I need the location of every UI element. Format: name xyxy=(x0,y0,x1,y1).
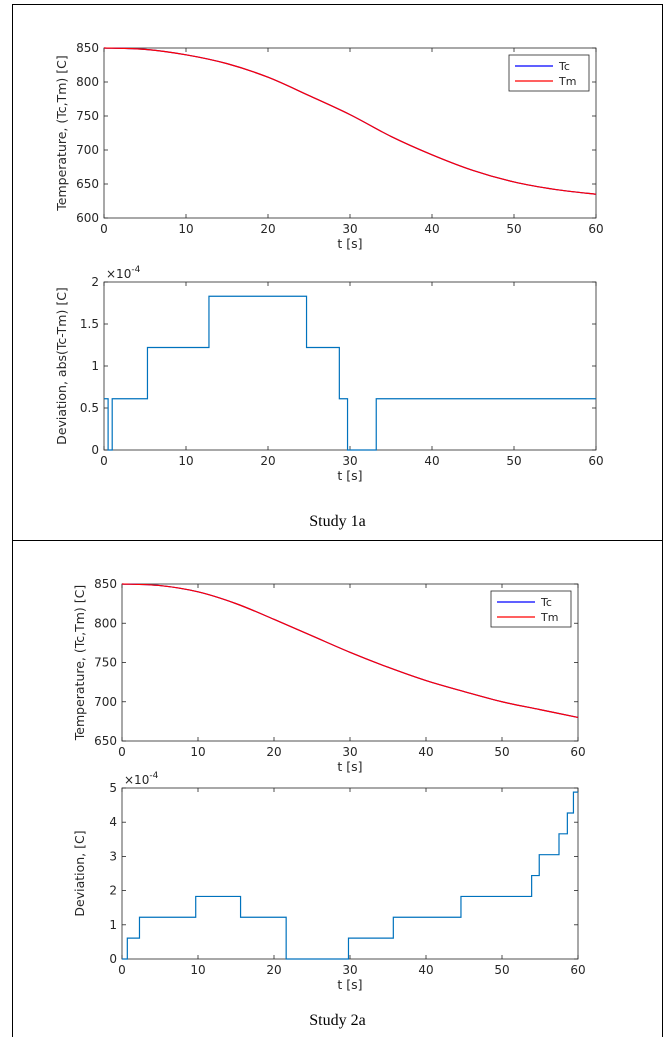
y-exponent-base: ×10 xyxy=(124,773,149,787)
y-exponent-power: -4 xyxy=(131,265,140,275)
y-exponent-base: ×10 xyxy=(106,267,131,281)
y-tick-label: 850 xyxy=(76,41,99,55)
x-tick-label: 30 xyxy=(342,745,357,759)
legend-label-tc: Tc xyxy=(558,60,570,73)
y-tick-label: 1 xyxy=(91,359,99,373)
y-tick-label: 0 xyxy=(109,952,117,966)
legend-label-tc: Tc xyxy=(540,596,552,609)
y-tick-label: 5 xyxy=(109,781,117,795)
legend-box xyxy=(490,590,572,628)
x-tick-label: 40 xyxy=(424,454,439,468)
x-axis-label: t [s] xyxy=(337,759,362,774)
legend-box xyxy=(508,54,590,92)
y-tick-label: 0 xyxy=(91,443,99,457)
study-2a-temp-plot: 0 10 20 30 40 50 60 650 700 750 800 850 t [s] Tempera… xyxy=(72,577,586,774)
study-2a-panel: 0 10 20 30 40 50 60 650 700 750 800 850 t [s] Tempera… xyxy=(12,540,663,1037)
x-tick-label: 50 xyxy=(506,222,521,236)
y-exponent-label: ×10-4 xyxy=(124,771,159,787)
y-axis-label: Temperature, (Tc,Tm) [C] xyxy=(54,55,69,212)
study-1a-caption: Study 1a xyxy=(309,513,366,530)
legend-label-tm: Tm xyxy=(558,75,576,88)
x-tick-label: 0 xyxy=(118,745,126,759)
y-tick-label: 1.5 xyxy=(80,317,99,331)
study-1a-dev-axes-box xyxy=(103,281,597,451)
x-tick-label: 0 xyxy=(100,222,108,236)
x-tick-label: 50 xyxy=(506,454,521,468)
y-tick-label: 700 xyxy=(76,143,99,157)
study-2a-dev-axes-box xyxy=(121,787,579,960)
x-tick-label: 10 xyxy=(190,745,205,759)
x-tick-label: 30 xyxy=(342,454,357,468)
y-exponent-power: -4 xyxy=(149,771,158,781)
y-tick-label: 4 xyxy=(109,815,117,829)
y-axis-label: Deviation, [C] xyxy=(72,830,87,916)
study-2a-dev-plot: 0 10 20 30 40 50 60 0 1 2 3 4 5 t [s] Deviation, [C] ×1… xyxy=(72,771,586,992)
y-tick-label: 1 xyxy=(109,918,117,932)
x-tick-label: 20 xyxy=(266,963,281,977)
x-tick-label: 40 xyxy=(424,222,439,236)
x-axis-label: t [s] xyxy=(337,977,362,992)
y-tick-label: 3 xyxy=(109,849,117,863)
deviation-series-line xyxy=(122,791,578,960)
x-tick-label: 50 xyxy=(494,963,509,977)
legend: Tc Tm xyxy=(490,590,572,628)
x-tick-label: 60 xyxy=(570,745,585,759)
y-tick-label: 850 xyxy=(94,577,117,591)
y-tick-label: 2 xyxy=(109,884,117,898)
legend: Tc Tm xyxy=(508,54,590,92)
x-tick-label: 40 xyxy=(418,963,433,977)
x-tick-label: 30 xyxy=(342,222,357,236)
y-exponent-label: ×10-4 xyxy=(106,265,141,281)
y-axis-label: Deviation, abs(Tc-Tm) [C] xyxy=(54,287,69,445)
x-axis-label: t [s] xyxy=(337,468,362,483)
y-tick-label: 800 xyxy=(94,616,117,630)
x-tick-label: 40 xyxy=(418,745,433,759)
study-1a-temp-plot: 0 10 20 30 40 50 60 600 650 700 750 800 850 t [s] Temp… xyxy=(54,41,604,251)
y-tick-label: 750 xyxy=(76,109,99,123)
legend-label-tm: Tm xyxy=(540,611,558,624)
tm-series-line xyxy=(121,583,579,719)
y-tick-label: 700 xyxy=(94,695,117,709)
x-tick-label: 20 xyxy=(260,454,275,468)
y-tick-label: 750 xyxy=(94,656,117,670)
x-tick-label: 20 xyxy=(260,222,275,236)
x-tick-label: 60 xyxy=(570,963,585,977)
y-tick-label: 2 xyxy=(91,275,99,289)
x-tick-label: 0 xyxy=(100,454,108,468)
deviation-series-line xyxy=(104,295,596,451)
study-1a-panel: 0 10 20 30 40 50 60 600 650 700 750 800 850 t [s] Temp… xyxy=(12,4,663,541)
x-tick-label: 50 xyxy=(494,745,509,759)
x-tick-label: 30 xyxy=(342,963,357,977)
x-tick-label: 10 xyxy=(178,222,193,236)
x-tick-label: 20 xyxy=(266,745,281,759)
y-tick-label: 800 xyxy=(76,75,99,89)
x-axis-label: t [s] xyxy=(337,236,362,251)
tm-series-line xyxy=(103,47,597,195)
x-tick-label: 10 xyxy=(178,454,193,468)
y-tick-label: 600 xyxy=(76,211,99,225)
y-tick-label: 650 xyxy=(94,734,117,748)
y-tick-label: 650 xyxy=(76,177,99,191)
y-axis-label: Temperature, (Tc,Tm) [C] xyxy=(72,585,87,742)
x-tick-label: 10 xyxy=(190,963,205,977)
x-tick-label: 0 xyxy=(118,963,126,977)
x-tick-label: 60 xyxy=(588,222,603,236)
study-2a-caption: Study 2a xyxy=(309,1012,366,1029)
study-1a-dev-plot: 0 10 20 30 40 50 60 0 0.5 1 1.5 2 t [s] Deviation, ab… xyxy=(54,265,604,483)
y-tick-label: 0.5 xyxy=(80,401,99,415)
x-tick-label: 60 xyxy=(588,454,603,468)
